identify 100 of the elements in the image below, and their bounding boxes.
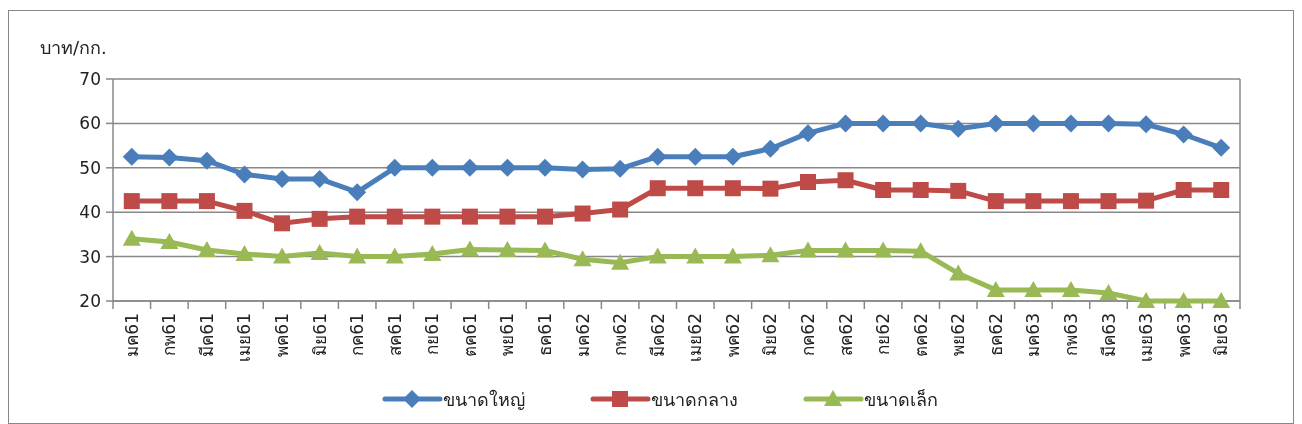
y-tick-label: 30 (79, 246, 101, 267)
point (798, 124, 817, 143)
x-tick-label: พย62 (948, 313, 969, 356)
point (912, 182, 929, 198)
point (160, 232, 179, 249)
x-tick-label: สค62 (835, 313, 856, 356)
point (123, 193, 140, 210)
point (1025, 193, 1042, 210)
point (122, 229, 141, 246)
legend-label: ขนาดเล็ก (864, 388, 938, 410)
point (197, 151, 216, 170)
point (798, 241, 817, 258)
x-tick-label: สค61 (384, 313, 405, 356)
point (648, 247, 667, 264)
x-tick-label: กย62 (873, 313, 894, 355)
point (161, 193, 178, 210)
x-tick-label: กย61 (422, 313, 443, 355)
point (273, 247, 292, 264)
x-tick-label: เมย62 (685, 313, 706, 362)
point (1061, 280, 1080, 297)
point (498, 158, 517, 177)
point (611, 253, 630, 270)
x-tick-label: พค61 (272, 313, 293, 357)
y-axis-title: บาท/กก. (40, 37, 107, 58)
point (274, 215, 291, 232)
point (648, 147, 667, 166)
x-tick-label: มีค63 (1098, 313, 1119, 357)
x-tick-label: มค62 (572, 313, 593, 357)
point (573, 250, 592, 267)
x-tick-label: มค61 (121, 313, 142, 357)
point (423, 158, 442, 177)
x-tick-label: พค62 (722, 313, 743, 357)
point (611, 159, 630, 178)
x-tick-label: เมย61 (234, 313, 255, 362)
point (1099, 284, 1118, 301)
point (1024, 280, 1043, 297)
point (837, 172, 854, 189)
point (573, 160, 592, 179)
point (950, 182, 967, 199)
point (235, 244, 254, 261)
x-tick-label: เมย63 (1136, 313, 1157, 362)
point (348, 183, 367, 202)
point (649, 180, 666, 197)
point (310, 244, 329, 261)
y-tick-label: 70 (79, 69, 101, 89)
point (686, 247, 705, 264)
x-tick-label: ตค62 (910, 313, 931, 357)
point (1174, 125, 1193, 144)
point (385, 247, 404, 264)
point (949, 264, 968, 281)
point (236, 202, 253, 219)
x-tick-label: พค63 (1173, 313, 1194, 357)
point (949, 119, 968, 138)
point (1062, 193, 1079, 210)
point (348, 247, 367, 264)
point (723, 247, 742, 264)
point (724, 180, 741, 197)
y-tick-label: 60 (79, 113, 101, 134)
point (687, 180, 704, 197)
point (1138, 192, 1155, 209)
point (987, 193, 1004, 210)
x-tick-label: มีค62 (647, 313, 668, 357)
point (311, 210, 328, 227)
point (1100, 193, 1117, 210)
point (536, 241, 555, 258)
x-tick-label: กพ62 (610, 313, 631, 356)
point (1174, 292, 1193, 308)
y-tick-label: 20 (79, 291, 101, 311)
point (762, 180, 779, 197)
legend-label: ขนาดกลาง (651, 389, 738, 410)
x-tick-label: กพ61 (159, 313, 180, 356)
x-tick-label: กค62 (797, 313, 818, 356)
point (1137, 115, 1156, 134)
point (498, 240, 517, 257)
point (874, 241, 893, 258)
x-tick-label: ตค61 (459, 313, 480, 357)
y-tick-label: 50 (79, 157, 101, 178)
point (198, 193, 215, 210)
point (460, 240, 479, 257)
point (686, 147, 705, 166)
point (1137, 292, 1156, 308)
point (761, 139, 780, 158)
point (310, 169, 329, 188)
point (386, 208, 403, 225)
point (612, 201, 629, 218)
point (761, 246, 780, 263)
point (235, 165, 254, 184)
x-tick-label: มีค61 (196, 313, 217, 357)
legend-label: ขนาดใหญ่ (443, 389, 525, 410)
point (385, 158, 404, 177)
point (799, 174, 816, 191)
point (349, 208, 366, 225)
point (986, 280, 1005, 297)
point (875, 182, 892, 198)
x-tick-label: มิย63 (1211, 313, 1232, 356)
point (122, 147, 141, 166)
x-tick-label: กค61 (347, 313, 368, 356)
point (160, 148, 179, 167)
point (1212, 138, 1231, 157)
point (986, 114, 1005, 133)
